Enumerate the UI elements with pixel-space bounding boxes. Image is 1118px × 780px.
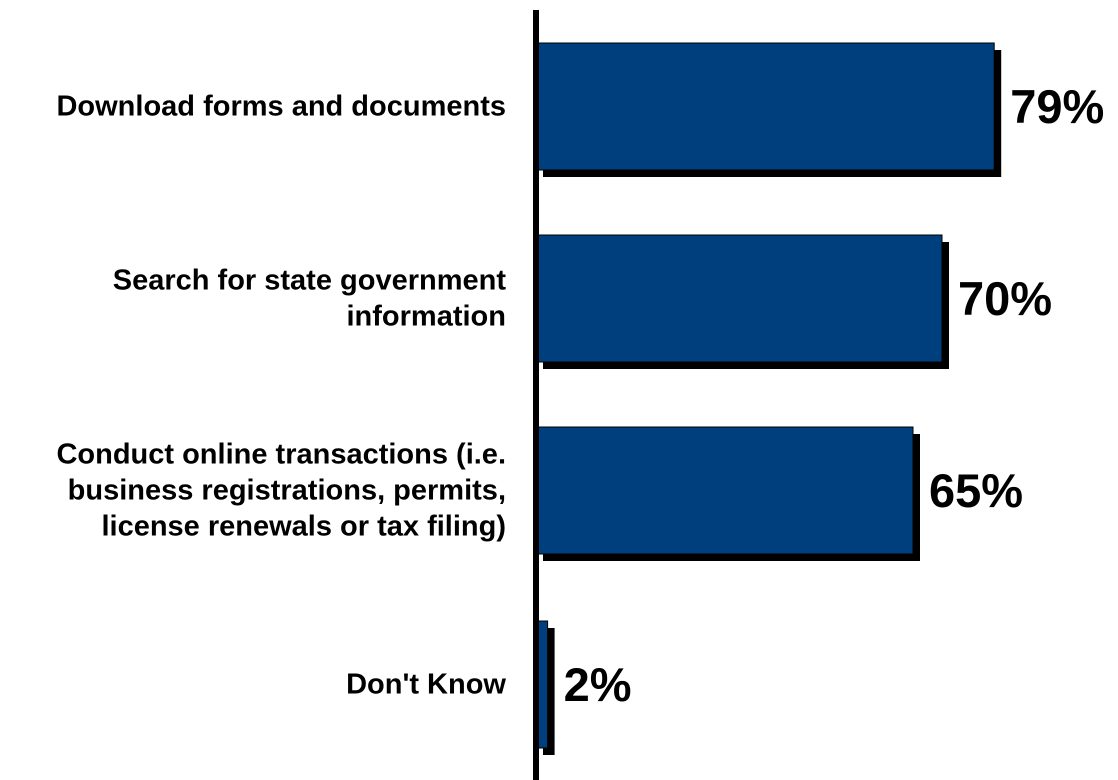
value-label: 65%: [929, 464, 1023, 517]
bar: [535, 426, 914, 555]
bar: [535, 234, 943, 363]
value-label: 2%: [564, 658, 632, 711]
value-labels: 79% 70% 65% 2%: [564, 80, 1105, 711]
category-label: Download forms and documents: [56, 91, 506, 123]
bar-shadow: [543, 628, 555, 755]
category-label-line: Don't Know: [346, 669, 506, 701]
category-label-line: information: [347, 301, 507, 333]
category-label-line: Conduct online transactions (i.e.: [56, 439, 506, 471]
category-label-line: Download forms and documents: [56, 91, 506, 123]
value-label: 70%: [958, 272, 1052, 325]
bar: [535, 42, 995, 171]
category-label: Search for state government information: [113, 265, 507, 333]
category-label: Conduct online transactions (i.e. busines…: [56, 439, 506, 543]
category-labels: Download forms and documents Search for s…: [56, 91, 506, 701]
category-label: Don't Know: [346, 669, 506, 701]
bars: [535, 42, 995, 749]
value-label: 79%: [1010, 80, 1104, 133]
category-label-line: Search for state government: [113, 265, 507, 297]
category-label-line: business registrations, permits,: [68, 475, 506, 507]
category-label-line: license renewals or tax filing): [101, 511, 506, 543]
